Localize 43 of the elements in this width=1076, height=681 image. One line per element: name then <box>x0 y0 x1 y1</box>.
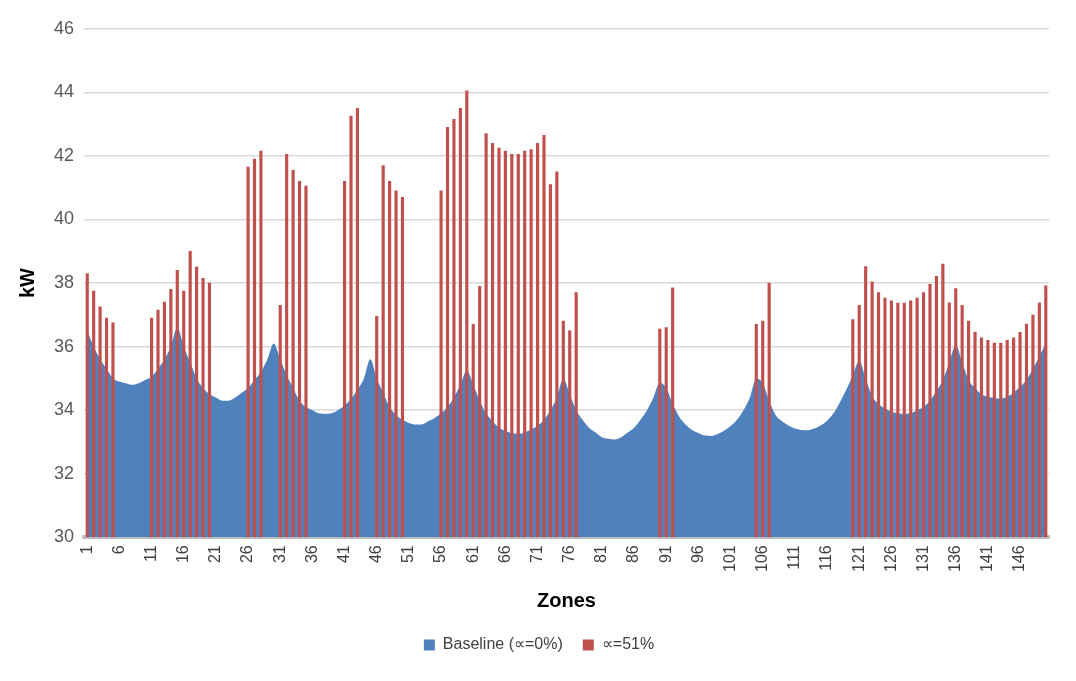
x-tick-label: 91 <box>656 545 674 564</box>
legend-label: Baseline (∝=0%) <box>442 635 563 653</box>
x-tick-label: 26 <box>238 545 256 564</box>
y-tick-label: 32 <box>53 462 75 483</box>
legend-label: ∝=51% <box>601 635 655 653</box>
x-tick-label: 81 <box>592 545 610 564</box>
x-tick-label: 141 <box>978 545 996 573</box>
x-tick-label: 106 <box>753 545 771 573</box>
y-tick-label: 30 <box>53 526 75 547</box>
x-tick-label: 16 <box>174 545 192 564</box>
x-tick-label: 76 <box>560 545 578 564</box>
x-tick-label: 51 <box>399 545 417 564</box>
x-tick-label: 101 <box>720 545 738 573</box>
x-tick-label: 146 <box>1010 545 1028 573</box>
y-tick-label: 44 <box>53 81 75 102</box>
y-tick-label: 46 <box>53 17 75 38</box>
x-tick-label: 46 <box>367 545 385 564</box>
x-tick-label: 66 <box>495 545 513 564</box>
x-tick-label: 36 <box>302 545 320 564</box>
x-tick-label: 11 <box>141 545 159 562</box>
x-tick-label: 131 <box>913 545 931 573</box>
x-tick-label: 96 <box>688 545 706 564</box>
x-tick-label: 61 <box>463 545 481 564</box>
x-tick-label: 31 <box>270 545 288 564</box>
x-axis-title: Zones <box>537 588 596 611</box>
x-tick-label: 1 <box>77 545 95 555</box>
x-tick-label: 21 <box>206 545 224 564</box>
y-tick-label: 42 <box>53 144 75 165</box>
x-tick-label: 121 <box>849 545 867 573</box>
x-tick-label: 136 <box>946 545 964 573</box>
x-tick-label: 71 <box>527 545 545 564</box>
x-tick-label: 111 <box>785 545 803 570</box>
y-tick-label: 38 <box>53 272 75 293</box>
y-tick-label: 36 <box>53 335 75 356</box>
x-tick-label: 6 <box>109 545 127 555</box>
y-tick-label: 34 <box>53 399 75 420</box>
x-tick-label: 116 <box>817 545 835 571</box>
x-tick-label: 126 <box>881 545 899 573</box>
x-tick-label: 41 <box>334 545 352 564</box>
x-tick-label: 56 <box>431 545 449 564</box>
y-axis-title: kW <box>15 267 38 299</box>
x-tick-label: 86 <box>624 545 642 564</box>
y-tick-label: 40 <box>53 208 75 229</box>
